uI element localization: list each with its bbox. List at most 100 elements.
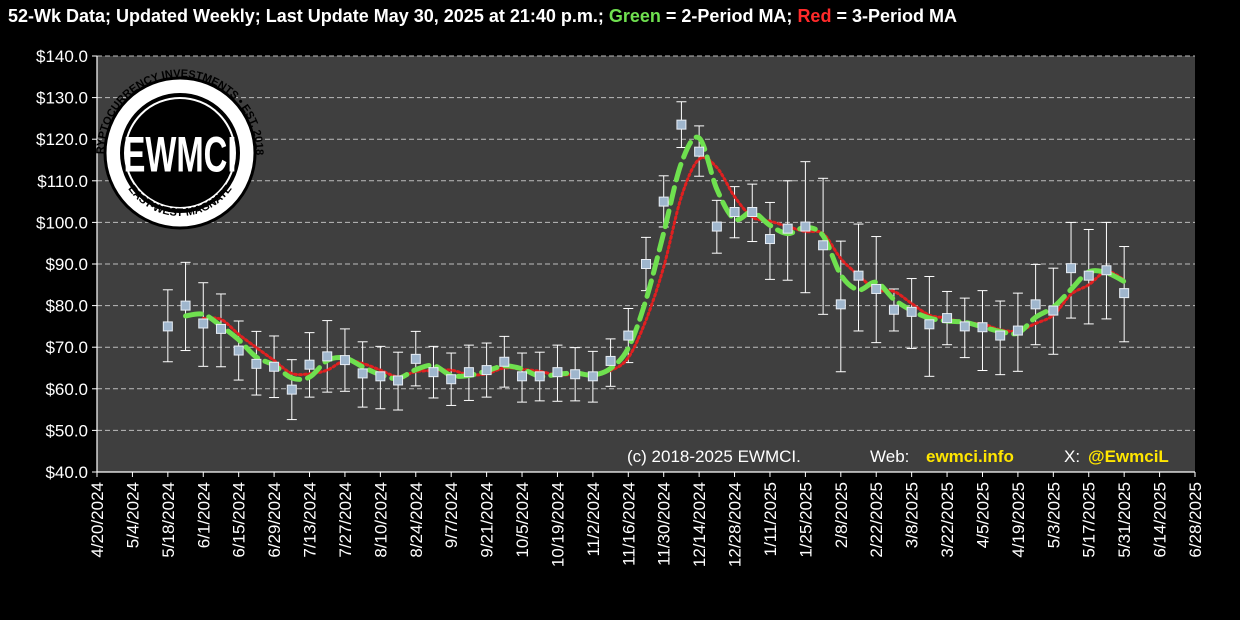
- y-tick-label: $90.0: [45, 255, 88, 274]
- y-axis-ticks: $40.0 $50.0 $60.0 $70.0 $80.0 $90.0 $100.0 $110…: [36, 47, 97, 482]
- price-marker: [251, 358, 262, 369]
- price-marker: [853, 270, 864, 281]
- x-tick-label: 1/11/2025: [761, 482, 780, 556]
- web-link[interactable]: ewmci.info: [926, 447, 1014, 466]
- price-marker: [1119, 288, 1130, 299]
- price-marker: [233, 345, 244, 356]
- chart-title: 52-Wk Data; Updated Weekly; Last Update …: [8, 6, 957, 27]
- x-tick-label: 10/5/2024: [513, 482, 532, 558]
- price-marker: [463, 367, 474, 378]
- price-marker: [570, 369, 581, 380]
- x-tick-label: 7/13/2024: [301, 482, 320, 558]
- x-tick-label: 12/28/2024: [726, 482, 745, 567]
- x-tick-label: 11/2/2024: [584, 482, 603, 556]
- title-text-1: 52-Wk Data; Updated Weekly; Last Update …: [8, 6, 609, 26]
- title-red-word: Red: [797, 6, 832, 26]
- y-tick-label: $80.0: [45, 297, 88, 316]
- price-marker: [818, 240, 829, 251]
- y-tick-label: $50.0: [45, 421, 88, 440]
- title-green-word: Green: [608, 6, 661, 26]
- price-marker: [481, 365, 492, 376]
- copyright-text: (c) 2018-2025 EWMCI.: [627, 447, 801, 466]
- price-marker: [393, 375, 404, 386]
- title-text-2: = 2-Period MA;: [660, 6, 798, 26]
- price-markers: [162, 119, 1130, 395]
- price-marker: [162, 321, 173, 332]
- x-tick-label: 8/24/2024: [407, 482, 426, 558]
- price-marker: [942, 313, 953, 324]
- x-tick-label: 6/14/2025: [1151, 482, 1170, 558]
- price-marker: [605, 355, 616, 366]
- price-marker: [215, 323, 226, 334]
- price-marker: [322, 351, 333, 362]
- x-tick-label: 5/31/2025: [1115, 482, 1134, 558]
- price-marker: [198, 318, 209, 329]
- x-tick-label: 5/3/2025: [1044, 482, 1063, 548]
- price-marker: [871, 283, 882, 294]
- footer-credits: (c) 2018-2025 EWMCI. Web: ewmci.info X: …: [627, 447, 1169, 466]
- x-tick-label: 6/28/2025: [1186, 482, 1205, 558]
- price-marker: [1066, 263, 1077, 274]
- price-marker: [1083, 270, 1094, 281]
- price-marker: [835, 299, 846, 310]
- price-marker: [375, 371, 386, 382]
- x-tick-label: 9/21/2024: [478, 482, 497, 558]
- x-tick-label: 4/5/2025: [973, 482, 992, 548]
- price-marker: [658, 196, 669, 207]
- x-tick-label: 10/19/2024: [548, 482, 567, 567]
- title-text-3: = 3-Period MA: [831, 6, 957, 26]
- price-marker: [410, 353, 421, 364]
- x-label: X:: [1064, 447, 1080, 466]
- y-tick-label: $120.0: [36, 130, 88, 149]
- web-label: Web:: [870, 447, 909, 466]
- price-marker: [304, 359, 315, 370]
- y-tick-label: $130.0: [36, 89, 88, 108]
- y-tick-label: $110.0: [37, 172, 88, 191]
- x-tick-label: 11/30/2024: [655, 482, 674, 566]
- x-tick-label: 5/4/2024: [123, 482, 142, 548]
- x-tick-label: 6/1/2024: [194, 482, 213, 548]
- price-marker: [1048, 305, 1059, 316]
- price-marker: [995, 330, 1006, 341]
- price-marker: [1012, 325, 1023, 336]
- price-marker: [517, 371, 528, 382]
- price-marker: [711, 221, 722, 232]
- x-tick-label: 6/29/2024: [265, 482, 284, 558]
- x-tick-label: 5/18/2024: [159, 482, 178, 558]
- logo-inner-ring: [120, 93, 240, 213]
- price-marker: [959, 321, 970, 332]
- price-marker: [888, 304, 899, 315]
- x-tick-label: 2/22/2025: [867, 482, 886, 558]
- x-tick-label: 6/15/2024: [230, 482, 249, 558]
- price-marker: [906, 306, 917, 317]
- x-tick-label: 4/20/2024: [88, 482, 107, 558]
- logo-inner-border: [124, 97, 236, 209]
- price-marker: [764, 234, 775, 245]
- price-marker: [782, 223, 793, 234]
- x-tick-label: 1/25/2025: [796, 482, 815, 558]
- x-handle-link[interactable]: @EwmciL: [1088, 447, 1169, 466]
- price-marker: [1101, 265, 1112, 276]
- price-marker: [800, 221, 811, 232]
- x-tick-label: 12/14/2024: [690, 482, 709, 567]
- price-marker: [286, 384, 297, 395]
- price-marker: [534, 371, 545, 382]
- y-tick-label: $40.0: [45, 463, 88, 482]
- x-tick-label: 5/17/2025: [1080, 482, 1099, 558]
- x-tick-label: 8/10/2024: [371, 482, 390, 558]
- price-marker: [180, 300, 191, 311]
- price-marker: [428, 367, 439, 378]
- price-marker: [587, 371, 598, 382]
- price-marker: [977, 322, 988, 333]
- x-axis-ticks: 4/20/2024 5/4/2024 5/18/2024 6/1/2024 6/15/2…: [88, 472, 1205, 567]
- price-marker: [641, 259, 651, 269]
- price-marker: [552, 367, 563, 378]
- price-marker: [499, 356, 510, 367]
- price-marker: [269, 361, 280, 372]
- price-marker: [676, 119, 687, 130]
- x-tick-label: 4/19/2025: [1009, 482, 1028, 558]
- price-marker: [623, 330, 634, 341]
- y-tick-label: $60.0: [45, 380, 88, 399]
- x-tick-label: 7/27/2024: [336, 482, 355, 558]
